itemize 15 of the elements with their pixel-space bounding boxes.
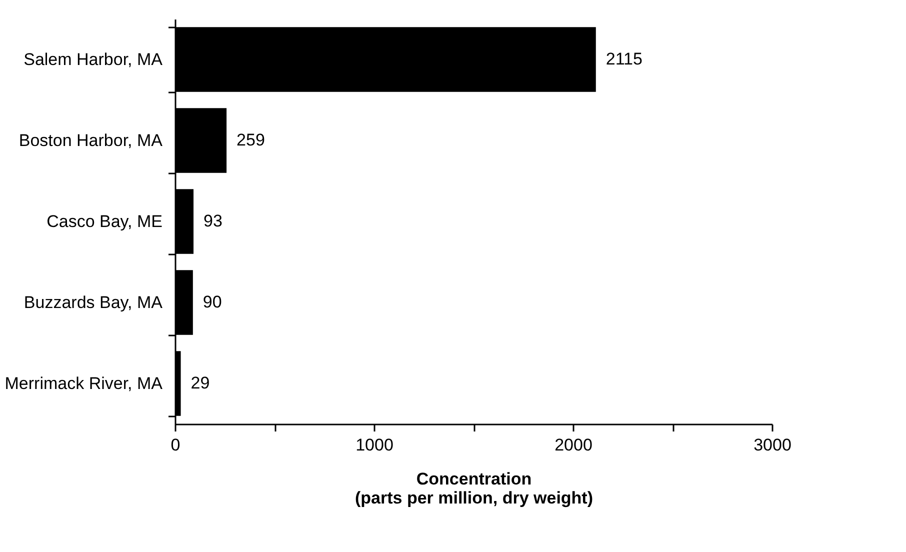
- data-label: 29: [190, 374, 210, 392]
- x-tick-label: 2000: [554, 436, 592, 454]
- y-tick-label: Boston Harbor, MA: [18, 131, 164, 150]
- x-tick-label: 1000: [356, 436, 394, 454]
- data-label: 93: [204, 212, 222, 230]
- y-tick-label: Salem Harbor, MA: [24, 50, 164, 69]
- y-tick-label: Casco Bay, ME: [46, 212, 162, 231]
- y-tick-label: Merrimack River, MA: [4, 374, 164, 393]
- x-tick-label: 3000: [754, 436, 792, 454]
- data-label: 90: [202, 292, 222, 312]
- data-label: 2115: [606, 50, 642, 68]
- x-axis-title: Concentration (parts per million, dry weight): [354, 470, 594, 508]
- y-tick-label: Buzzards Bay, MA: [24, 293, 164, 312]
- data-label: 259: [236, 130, 265, 150]
- x-tick-label: 0: [170, 436, 180, 454]
